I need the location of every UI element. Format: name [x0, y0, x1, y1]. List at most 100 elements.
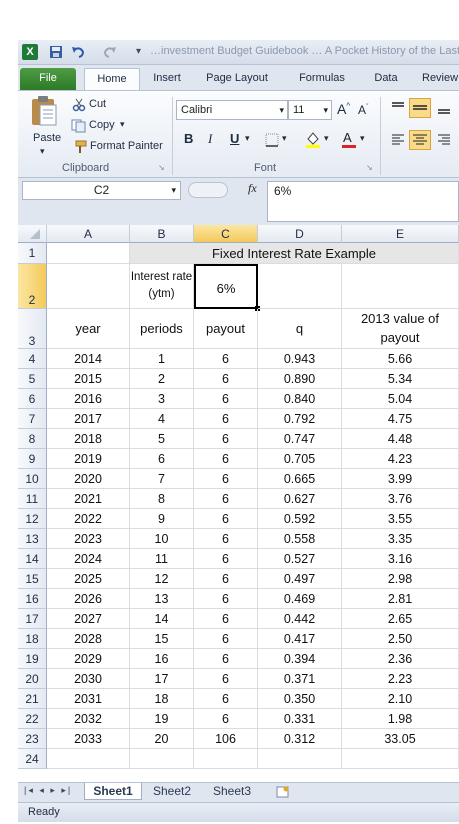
- data-cell-c[interactable]: 6: [194, 509, 258, 529]
- cut-button[interactable]: Cut: [89, 98, 107, 110]
- save-icon[interactable]: [48, 44, 64, 60]
- data-cell-b[interactable]: 1: [130, 349, 194, 369]
- align-right-icon[interactable]: [436, 133, 452, 150]
- data-cell-b[interactable]: 4: [130, 409, 194, 429]
- column-header-d[interactable]: D: [258, 225, 342, 243]
- align-middle-icon[interactable]: [409, 98, 431, 118]
- tab-file[interactable]: File: [20, 68, 76, 90]
- data-cell-d[interactable]: 0.592: [258, 509, 342, 529]
- font-size-dropdown[interactable]: 11 ▾: [288, 100, 332, 120]
- data-cell-b[interactable]: 15: [130, 629, 194, 649]
- insert-sheet-icon[interactable]: [274, 785, 292, 802]
- copy-button[interactable]: Copy: [89, 119, 115, 131]
- fill-handle[interactable]: [255, 306, 260, 311]
- row-header-3[interactable]: 3: [18, 309, 47, 349]
- cell-a2[interactable]: [47, 264, 130, 309]
- cell-d2[interactable]: [258, 264, 342, 309]
- data-cell-b[interactable]: 17: [130, 669, 194, 689]
- data-cell-d[interactable]: 0.312: [258, 729, 342, 749]
- fill-color-dropdown-icon[interactable]: ▾: [324, 133, 329, 143]
- data-cell-b[interactable]: 12: [130, 569, 194, 589]
- data-cell-c[interactable]: 6: [194, 649, 258, 669]
- row-header-11[interactable]: 11: [18, 489, 47, 509]
- data-cell-d[interactable]: 0.417: [258, 629, 342, 649]
- data-cell-e[interactable]: 5.34: [342, 369, 459, 389]
- row-header-8[interactable]: 8: [18, 429, 47, 449]
- row-header-24[interactable]: 24: [18, 749, 47, 769]
- insert-function-icon[interactable]: fx: [248, 181, 257, 195]
- data-cell-d[interactable]: 0.943: [258, 349, 342, 369]
- data-cell-a[interactable]: 2030: [47, 669, 130, 689]
- data-cell-a[interactable]: 2015: [47, 369, 130, 389]
- data-cell-a[interactable]: 2023: [47, 529, 130, 549]
- data-cell-a[interactable]: 2014: [47, 349, 130, 369]
- data-cell-d[interactable]: 0.394: [258, 649, 342, 669]
- data-cell-a[interactable]: 2029: [47, 649, 130, 669]
- row-header-14[interactable]: 14: [18, 549, 47, 569]
- paste-icon[interactable]: [28, 95, 60, 127]
- data-cell-e[interactable]: 3.55: [342, 509, 459, 529]
- data-cell-e[interactable]: 5.66: [342, 349, 459, 369]
- data-cell-d[interactable]: 0.627: [258, 489, 342, 509]
- data-cell-a[interactable]: 2032: [47, 709, 130, 729]
- data-cell-e[interactable]: 4.75: [342, 409, 459, 429]
- row-header-5[interactable]: 5: [18, 369, 47, 389]
- data-cell-b[interactable]: 10: [130, 529, 194, 549]
- sheet-nav-arrows-icon[interactable]: |◂ ◂ ▸ ▸|: [24, 785, 73, 795]
- data-cell-b[interactable]: 3: [130, 389, 194, 409]
- sheet-tab-3[interactable]: Sheet3: [212, 784, 252, 798]
- data-cell-e[interactable]: 5.04: [342, 389, 459, 409]
- tab-home[interactable]: Home: [84, 68, 140, 90]
- data-cell-a[interactable]: 2018: [47, 429, 130, 449]
- data-cell-c[interactable]: 6: [194, 429, 258, 449]
- data-cell-b[interactable]: 6: [130, 449, 194, 469]
- data-cell-c[interactable]: 6: [194, 389, 258, 409]
- data-cell-e[interactable]: 3.16: [342, 549, 459, 569]
- data-cell-a[interactable]: 2024: [47, 549, 130, 569]
- data-cell-d[interactable]: 0.747: [258, 429, 342, 449]
- data-cell-d[interactable]: 0.665: [258, 469, 342, 489]
- data-cell-c[interactable]: 6: [194, 549, 258, 569]
- row-header-9[interactable]: 9: [18, 449, 47, 469]
- header-cell-a[interactable]: year: [47, 309, 130, 349]
- select-all-corner[interactable]: [18, 225, 47, 243]
- data-cell-d[interactable]: 0.350: [258, 689, 342, 709]
- data-cell-e[interactable]: 3.35: [342, 529, 459, 549]
- data-cell-c[interactable]: 6: [194, 449, 258, 469]
- cell-a24[interactable]: [47, 749, 130, 769]
- redo-icon[interactable]: [102, 44, 118, 60]
- data-cell-d[interactable]: 0.890: [258, 369, 342, 389]
- data-cell-d[interactable]: 0.527: [258, 549, 342, 569]
- row-header-7[interactable]: 7: [18, 409, 47, 429]
- cell-b24[interactable]: [130, 749, 194, 769]
- row-header-1[interactable]: 1: [18, 243, 47, 264]
- grow-font-icon[interactable]: A^: [337, 101, 351, 117]
- align-center-icon[interactable]: [409, 130, 431, 150]
- data-cell-e[interactable]: 2.50: [342, 629, 459, 649]
- data-cell-b[interactable]: 19: [130, 709, 194, 729]
- font-color-icon[interactable]: A: [340, 130, 358, 151]
- bold-button[interactable]: B: [184, 131, 194, 146]
- underline-button[interactable]: U: [230, 131, 240, 146]
- align-bottom-icon[interactable]: [436, 101, 452, 118]
- data-cell-a[interactable]: 2028: [47, 629, 130, 649]
- paste-button[interactable]: Paste: [33, 132, 62, 144]
- data-cell-a[interactable]: 2025: [47, 569, 130, 589]
- row-header-6[interactable]: 6: [18, 389, 47, 409]
- cell-c24[interactable]: [194, 749, 258, 769]
- sheet-title-cell[interactable]: Fixed Interest Rate Example: [130, 243, 459, 264]
- data-cell-a[interactable]: 2020: [47, 469, 130, 489]
- font-name-dropdown[interactable]: Calibri ▾: [176, 100, 288, 120]
- format-painter-button[interactable]: Format Painter: [90, 140, 163, 152]
- header-cell-e[interactable]: 2013 value of payout: [342, 309, 459, 349]
- data-cell-c[interactable]: 6: [194, 669, 258, 689]
- name-box[interactable]: C2 ▾: [22, 181, 181, 200]
- undo-icon[interactable]: [70, 44, 86, 60]
- data-cell-c[interactable]: 6: [194, 369, 258, 389]
- data-cell-b[interactable]: 16: [130, 649, 194, 669]
- data-cell-c[interactable]: 6: [194, 689, 258, 709]
- paste-dropdown-icon[interactable]: ▾: [40, 146, 45, 156]
- row-header-16[interactable]: 16: [18, 589, 47, 609]
- tab-formulas[interactable]: Formulas: [299, 72, 345, 84]
- data-cell-b[interactable]: 7: [130, 469, 194, 489]
